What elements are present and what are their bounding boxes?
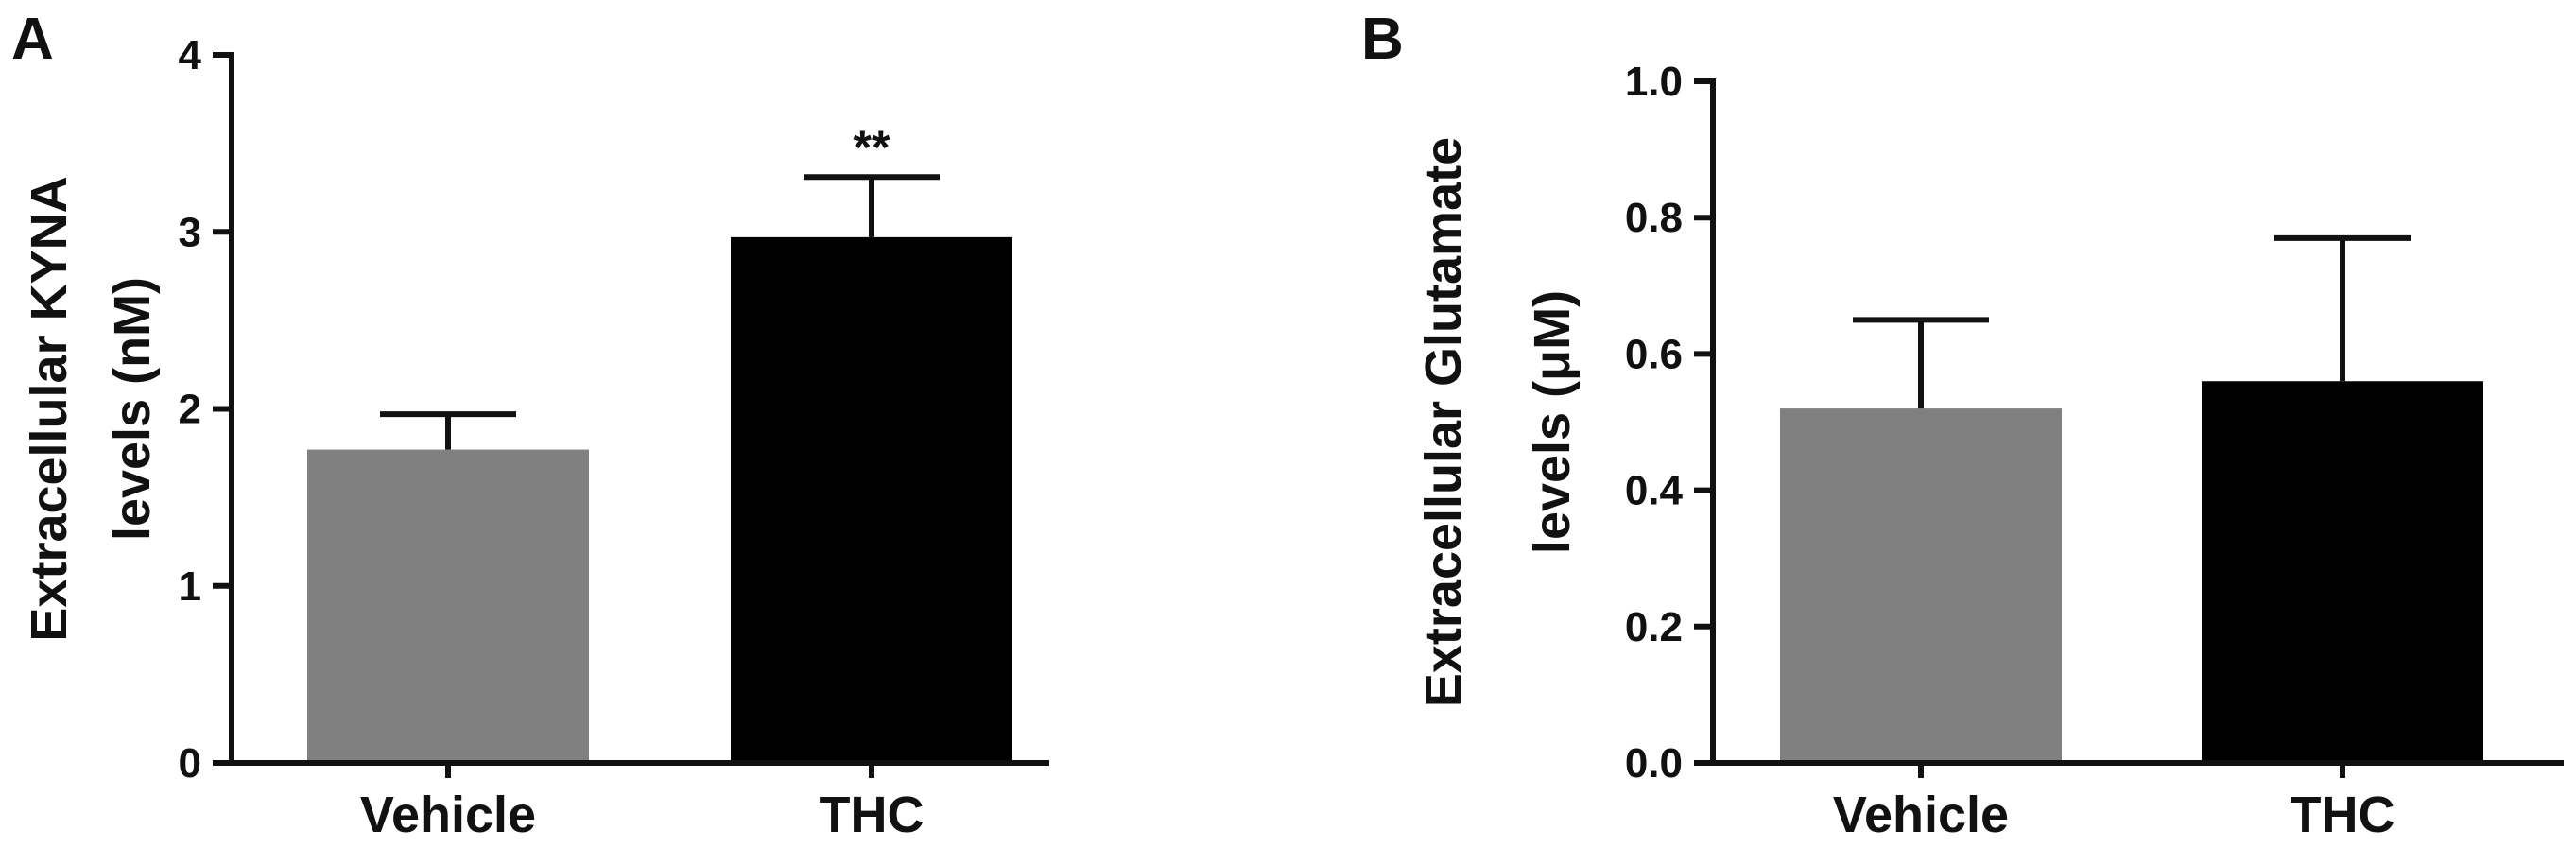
error-bar-thc xyxy=(804,174,940,237)
bar-thc xyxy=(731,236,1012,763)
panel-label: B xyxy=(1361,7,1404,72)
bar-vehicle xyxy=(307,449,589,763)
y-tick-label: 1 xyxy=(179,563,201,610)
y-tick-label: 0.4 xyxy=(1625,468,1684,514)
x-tick-label: THC xyxy=(2291,787,2395,843)
y-axis-title: Extracellular Glutamate xyxy=(1415,137,1472,707)
y-tick-label: 0.6 xyxy=(1625,331,1683,377)
y-tick-label: 0.8 xyxy=(1625,195,1683,241)
x-tick-label: Vehicle xyxy=(360,787,536,843)
panel-a: A Vehicle ** THC 0 1 2 3 4 Extracellular KYNA leve… xyxy=(11,7,1049,843)
error-bar-vehicle xyxy=(1853,317,1989,409)
y-axis-title: levels (μM) xyxy=(1524,290,1581,554)
y-tick-label: 4 xyxy=(179,32,202,78)
y-tick-label: 0.0 xyxy=(1625,740,1683,787)
y-tick-label: 0.2 xyxy=(1625,604,1683,650)
y-tick-label: 3 xyxy=(179,209,201,255)
y-axis-title: Extracellular KYNA xyxy=(21,176,78,641)
x-tick-label: Vehicle xyxy=(1833,787,2009,843)
y-axis-title: levels (nM) xyxy=(104,277,161,541)
significance-label: ** xyxy=(854,121,890,174)
y-tick-label: 2 xyxy=(179,387,201,433)
panel-label: A xyxy=(11,7,54,72)
y-tick-label: 0 xyxy=(179,740,201,787)
bar-vehicle xyxy=(1780,408,2062,763)
error-bar-vehicle xyxy=(380,411,516,450)
x-tick-label: THC xyxy=(820,787,925,843)
error-bar-thc xyxy=(2274,234,2411,382)
y-tick-label: 1.0 xyxy=(1625,59,1683,105)
panel-b: B Vehicle THC 0.0 0.2 0.4 0.6 0.8 1.0 Extracellul… xyxy=(1361,7,2564,843)
bar-thc xyxy=(2202,381,2483,763)
